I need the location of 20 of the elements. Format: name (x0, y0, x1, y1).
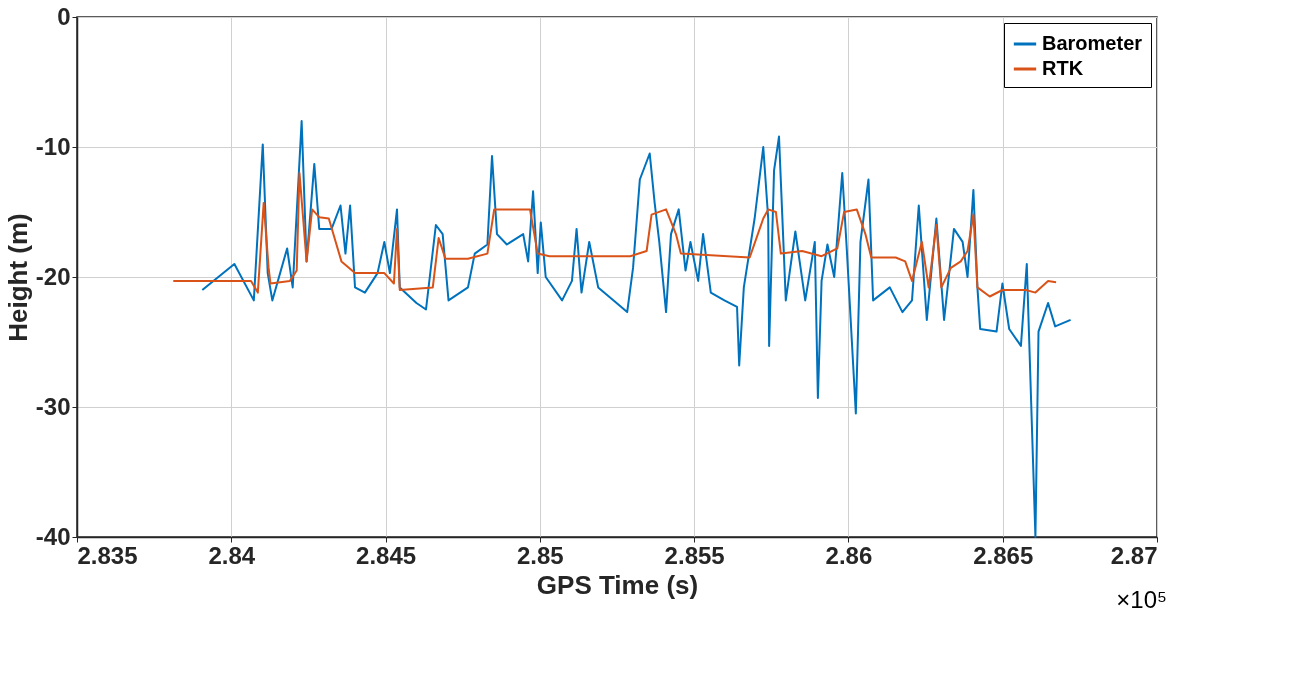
x-tick-label: 2.87 (1110, 541, 1158, 569)
y-axis-title: Height (m) (2, 213, 33, 342)
x-tick-label: 2.855 (664, 541, 725, 569)
x-tick-label: 2.86 (825, 541, 873, 569)
y-tick-label: 0 (57, 2, 71, 30)
x-tick-label: 2.84 (208, 541, 256, 569)
text: ×10⁵ (1116, 586, 1167, 613)
y-tick-label: -30 (35, 392, 71, 420)
x-tick-label: 2.845 (356, 541, 417, 569)
x-axis-title: GPS Time (s) (536, 569, 699, 600)
line-series (172, 172, 1058, 298)
x-tick-label: 2.835 (77, 541, 138, 569)
legend-label: RTK (1042, 57, 1084, 79)
line-series (201, 120, 1072, 538)
y-tick-label: -20 (35, 262, 71, 290)
x-tick-label: 2.865 (973, 541, 1034, 569)
legend-label: Barometer (1042, 32, 1143, 54)
x-tick-label: 2.85 (517, 541, 564, 569)
y-tick-label: -10 (35, 132, 71, 160)
y-tick-label: -40 (35, 522, 71, 550)
